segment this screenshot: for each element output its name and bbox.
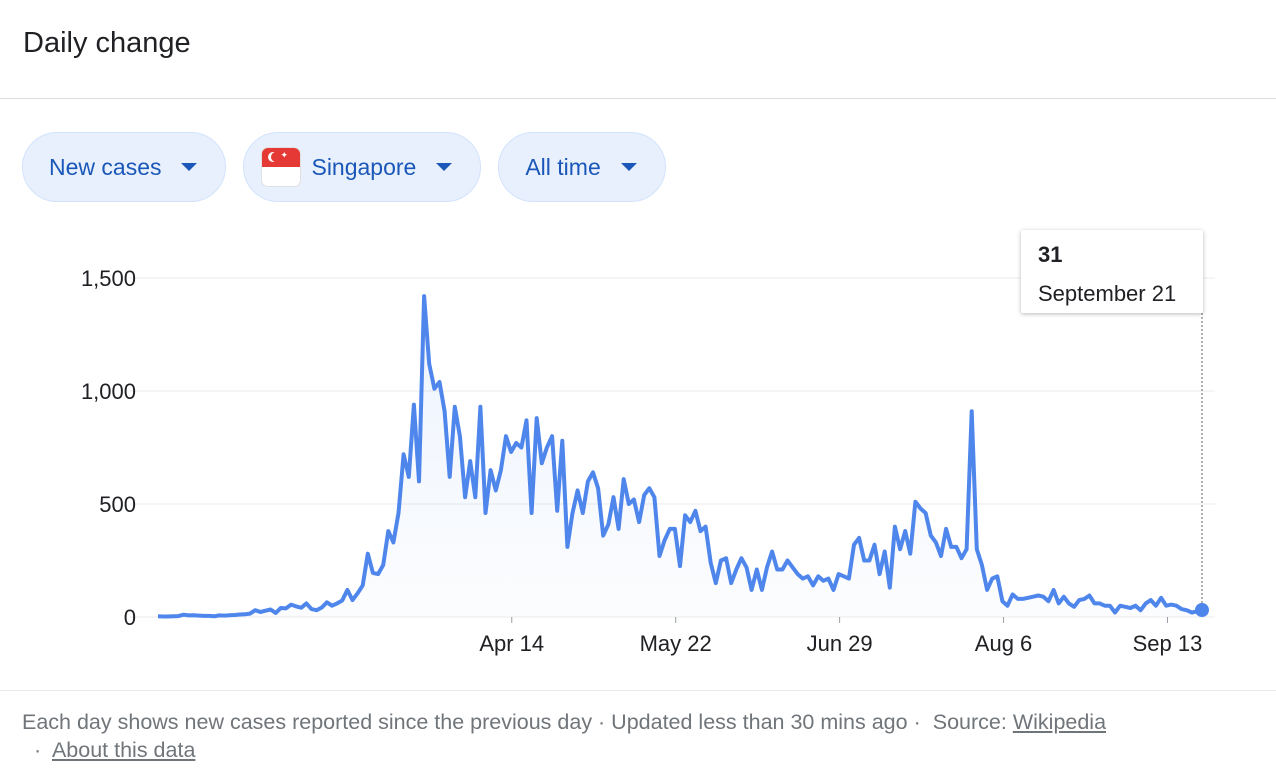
metric-dropdown[interactable]: New cases [22, 132, 227, 202]
y-tick-label: 1,000 [81, 379, 136, 404]
chart-tooltip: 31 September 21 [1021, 230, 1203, 313]
card-title: Daily change [23, 27, 191, 59]
x-tick-label: Aug 6 [975, 631, 1033, 656]
footer-note: Each day shows new cases reported since … [22, 710, 908, 734]
series-line-new-cases [157, 294, 1203, 619]
source-link[interactable]: Wikipedia [1012, 710, 1107, 734]
y-tick-label: 1,500 [81, 266, 136, 291]
tooltip-value: 31 [1038, 242, 1063, 267]
time-range-dropdown[interactable]: All time [498, 132, 666, 202]
location-dropdown[interactable]: ✦ Singapore [243, 132, 482, 202]
card-header: Daily change [0, 0, 1276, 99]
x-tick-label: Sep 13 [1133, 631, 1203, 656]
location-dropdown-label: Singapore [311, 153, 417, 180]
filter-chips: New cases ✦ Singapore All time [22, 132, 666, 202]
footer-divider [0, 690, 1276, 691]
source-label: Source: [932, 710, 1007, 734]
caret-down-icon [436, 163, 453, 171]
x-tick-label: Apr 14 [479, 631, 544, 656]
x-tick-label: May 22 [640, 631, 712, 656]
metric-dropdown-label: New cases [49, 153, 162, 180]
caret-down-icon [181, 163, 198, 171]
hover-point[interactable] [1195, 602, 1209, 617]
y-tick-label: 0 [124, 605, 136, 630]
about-data-link[interactable]: About this data [51, 738, 196, 762]
singapore-flag-icon: ✦ [262, 148, 301, 186]
x-axis: Apr 14 May 22 Jun 29 Aug 6 Sep 13 [479, 617, 1202, 656]
time-range-dropdown-label: All time [525, 153, 601, 180]
tooltip-date: September 21 [1038, 281, 1177, 306]
x-tick-label: Jun 29 [807, 631, 873, 656]
footer: Each day shows new cases reported since … [22, 710, 1107, 762]
daily-change-chart[interactable]: 0 500 1,000 1,500 Apr 14 May 22 Jun 29 Aug 6 Se… [0, 225, 1276, 665]
y-axis: 0 500 1,000 1,500 [81, 266, 136, 630]
y-tick-label: 500 [99, 492, 136, 517]
series-area [158, 296, 1202, 617]
caret-down-icon [620, 163, 637, 171]
